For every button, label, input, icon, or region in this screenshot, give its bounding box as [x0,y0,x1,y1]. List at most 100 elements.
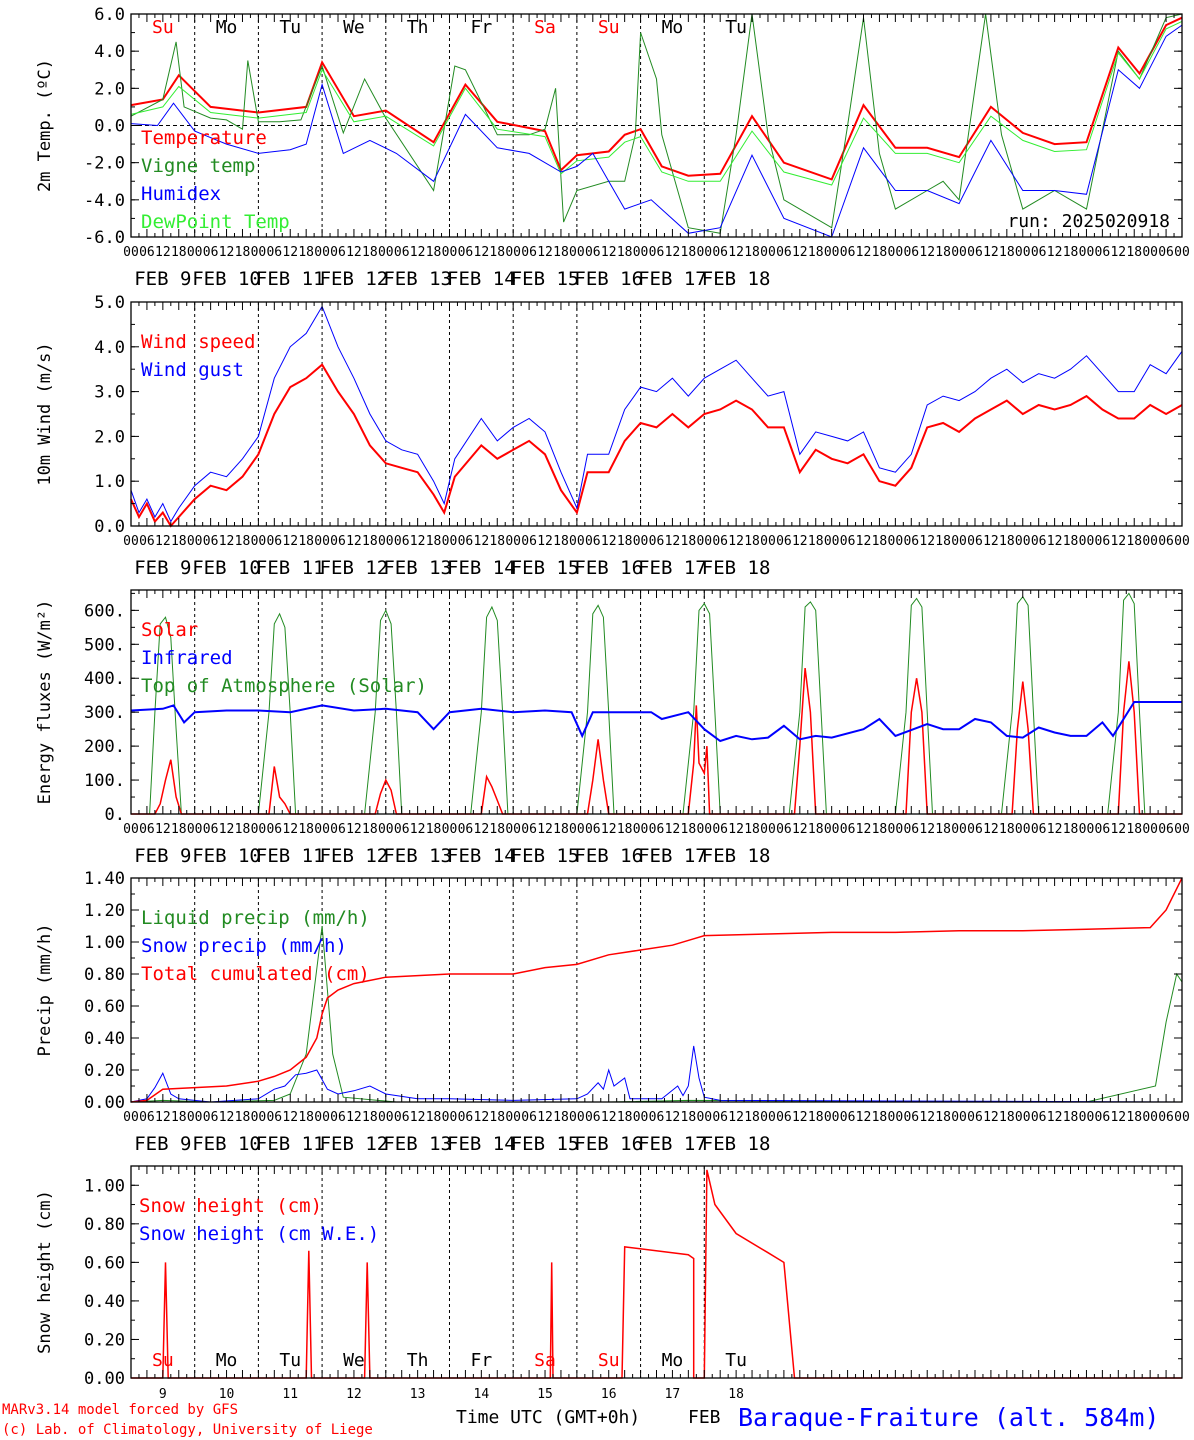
day-name-label: Sa [534,17,556,38]
date-label: FEB 17 [638,268,707,290]
hour-tick-label: 06 [394,822,410,837]
hour-tick-label: 00 [888,245,904,260]
date-label: FEB 15 [511,268,580,290]
hour-tick-label: 18 [808,1110,824,1125]
day-number-label: 9 [159,1387,167,1402]
y-axis-label: Energy fluxes (W/m²) [35,600,55,805]
hour-tick-label: 12 [601,245,617,260]
hour-tick-label: 18 [362,822,378,837]
hour-tick-label: 18 [489,245,505,260]
hour-tick-label: 00 [251,1110,267,1125]
hour-tick-label: 12 [219,822,235,837]
hour-tick-label: 18 [744,1110,760,1125]
hour-tick-label: 00 [123,822,139,837]
hour-tick-label: 06 [139,245,155,260]
hour-tick-label: 00 [187,1110,203,1125]
day-number-label: 10 [219,1387,235,1402]
hour-tick-label: 00 [696,1110,712,1125]
panel-1: 6.0 4.0 2.0 0.0 -2.0 -4.0 -6.0 2m Temp. (ºC) Tem… [35,5,1190,290]
hour-tick-label: 12 [919,1110,935,1125]
y-tick-label: 1.00 [84,933,125,953]
hour-tick-label: 06 [776,245,792,260]
hour-tick-label: 00 [633,245,649,260]
y-tick-label: 0.00 [84,1369,125,1389]
series-total-cumulated-cm [130,877,1183,1103]
y-tick-label: 3.0 [94,383,125,403]
hour-tick-label: 06 [1095,245,1111,260]
hour-tick-label: 00 [760,1110,776,1125]
hour-tick-label: 18 [872,822,888,837]
hour-tick-label: 12 [1047,534,1063,549]
hour-tick-label: 06 [521,534,537,549]
hour-tick-label: 12 [537,1110,553,1125]
hour-tick-label: 06 [585,245,601,260]
hour-tick-label: 18 [681,534,697,549]
hour-tick-label: 00 [951,1110,967,1125]
hour-tick-label: 06 [585,534,601,549]
date-label: FEB 18 [702,1133,771,1155]
hour-tick-label: 18 [1126,245,1142,260]
hour-tick-label: 00 [1142,1110,1158,1125]
hour-tick-label: 18 [1126,1110,1142,1125]
hour-tick-label: 06 [458,245,474,260]
hour-tick-label: 18 [935,534,951,549]
hour-tick-label: 18 [298,245,314,260]
hour-tick-label: 12 [346,822,362,837]
hour-tick-label: 12 [983,1110,999,1125]
hour-tick-label: 18 [362,245,378,260]
date-label: FEB 17 [638,557,707,579]
date-label: FEB 10 [192,268,261,290]
hour-tick-label: 12 [983,534,999,549]
hour-tick-label: 00 [888,822,904,837]
date-label: FEB 9 [134,845,191,867]
hour-tick-label: 18 [171,822,187,837]
series-liquid-precip-mm-h [130,925,1183,1103]
hour-tick-label: 06 [712,245,728,260]
hour-tick-label: 06 [712,1110,728,1125]
y-tick-label: 0.0 [94,517,125,537]
series-wind-speed [130,363,1183,528]
hour-tick-label: 00 [314,534,330,549]
hour-tick-label: 18 [171,1110,187,1125]
hour-tick-label: 06 [266,1110,282,1125]
hour-tick-label: 12 [474,822,490,837]
y-axis-label: 10m Wind (m/s) [35,342,55,485]
hour-tick-label: 00 [187,245,203,260]
hour-tick-label: 00 [314,245,330,260]
hour-tick-label: 06 [394,245,410,260]
legend-item: Wind speed [141,331,255,353]
date-label: FEB 9 [134,268,191,290]
day-name-label: We [343,1350,365,1371]
hour-tick-label: 18 [808,245,824,260]
y-tick-label: 0.20 [84,1061,125,1081]
hour-tick-label: 00 [1142,534,1158,549]
hour-tick-label: 00 [1142,245,1158,260]
hour-tick-label: 06 [330,245,346,260]
y-tick-label: 0.40 [84,1029,125,1049]
hour-tick-label: 00 [1174,534,1190,549]
hour-tick-label: 00 [1174,245,1190,260]
hour-tick-label: 12 [983,822,999,837]
hour-tick-label: 06 [266,534,282,549]
panel-3: 600. 500. 400. 300. 200. 100. 0. Energy fluxes … [35,589,1190,867]
hour-tick-label: 12 [983,245,999,260]
hour-tick-label: 18 [426,822,442,837]
hour-tick-label: 00 [760,534,776,549]
y-tick-label: 4.0 [94,338,125,358]
hour-tick-label: 12 [792,822,808,837]
day-name-label: Tu [725,17,747,38]
hour-tick-label: 06 [840,1110,856,1125]
hour-tick-label: 00 [888,1110,904,1125]
day-number-label: 13 [410,1387,426,1402]
hour-tick-label: 06 [712,822,728,837]
hour-tick-label: 06 [521,822,537,837]
hour-tick-label: 00 [824,1110,840,1125]
run-label: run: 2025020918 [1007,211,1170,232]
hour-tick-label: 18 [426,534,442,549]
date-label: FEB 14 [447,268,516,290]
hour-tick-label: 06 [649,1110,665,1125]
hour-tick-label: 18 [999,822,1015,837]
hour-tick-label: 18 [489,1110,505,1125]
hour-tick-label: 06 [458,534,474,549]
series-top-of-atmosphere-solar [131,592,1182,815]
